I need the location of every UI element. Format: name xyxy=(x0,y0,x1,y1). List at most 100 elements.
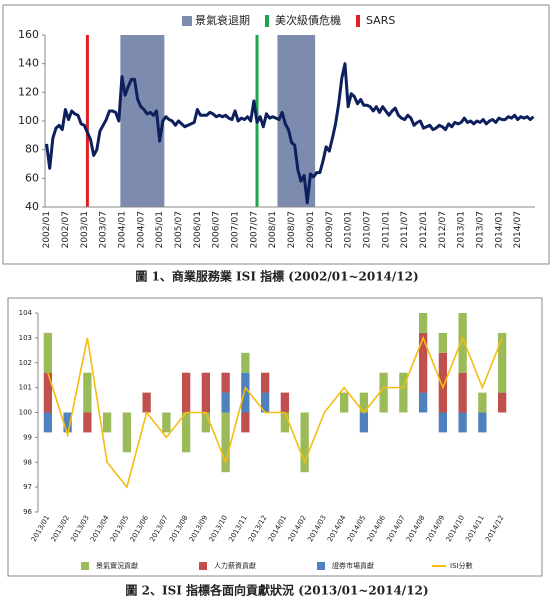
bar-segment xyxy=(201,412,211,433)
x-tick-label: 2013/10 xyxy=(208,514,229,543)
bar-segment xyxy=(418,313,428,333)
x-tick-label: 2013/11 xyxy=(227,514,248,543)
y-tick-label: 120 xyxy=(18,85,39,98)
index-line xyxy=(45,62,535,205)
bar-segment xyxy=(122,412,132,453)
y-tick-label: 60 xyxy=(25,171,39,184)
bar-segment xyxy=(83,412,92,433)
x-tick-label: 2007/07 xyxy=(249,211,259,248)
x-tick-label: 2009/01 xyxy=(306,211,316,248)
x-tick-label: 2014/08 xyxy=(405,514,426,543)
bar-segment xyxy=(438,332,448,353)
bar-segment xyxy=(438,352,448,413)
y-tick-label: 98 xyxy=(23,458,32,466)
x-tick-label: 2010/01 xyxy=(344,211,354,248)
y-tick-label: 97 xyxy=(23,483,32,491)
bar-segment xyxy=(43,372,53,413)
x-tick-label: 2007/01 xyxy=(231,211,241,248)
x-tick-label: 2013/04 xyxy=(89,514,111,544)
bar-segment xyxy=(83,372,92,413)
x-tick-label: 2014/01 xyxy=(494,211,504,248)
caption: 圖 2、ISI 指標各面向貢獻狀況 (2013/01~2014/12) xyxy=(125,583,428,598)
bar-segment xyxy=(221,372,230,393)
bar-segment xyxy=(478,392,487,413)
bar-segment xyxy=(359,392,369,413)
bar-segment xyxy=(181,372,191,413)
bar-segment xyxy=(438,412,448,433)
bar-segment xyxy=(63,412,72,433)
x-tick-label: 2008/01 xyxy=(268,211,278,248)
x-tick-label: 2014/03 xyxy=(306,514,327,543)
bar-segment xyxy=(359,412,369,433)
x-tick-label: 2013/07 xyxy=(148,514,169,543)
bar-segment xyxy=(339,392,349,413)
bar-segment xyxy=(300,412,309,473)
y-tick-label: 80 xyxy=(25,143,39,156)
bar-segment xyxy=(497,392,507,413)
x-tick-label: 2003/01 xyxy=(80,211,90,248)
x-tick-label: 2006/07 xyxy=(212,211,222,248)
x-tick-label: 2005/01 xyxy=(155,211,165,248)
x-tick-label: 2014/02 xyxy=(287,514,308,543)
x-tick-label: 2013/06 xyxy=(129,514,151,544)
x-tick-label: 2009/07 xyxy=(325,211,335,248)
bar-segment xyxy=(497,332,507,393)
bar-segment xyxy=(241,352,250,373)
legend-label: SARS xyxy=(366,14,395,27)
x-tick-label: 2013/01 xyxy=(457,211,467,248)
bar-segment xyxy=(458,313,467,373)
x-tick-label: 2004/07 xyxy=(136,211,146,248)
x-tick-label: 2013/08 xyxy=(168,514,189,543)
x-tick-label: 2014/07 xyxy=(385,514,406,543)
x-tick-label: 2014/07 xyxy=(513,211,523,248)
bar-segment xyxy=(241,412,250,433)
x-tick-label: 2013/01 xyxy=(30,514,51,543)
x-tick-label: 2014/05 xyxy=(346,514,367,543)
y-tick-label: 40 xyxy=(25,200,39,213)
x-tick-label: 2013/05 xyxy=(109,514,130,543)
x-tick-label: 2012/01 xyxy=(419,211,429,248)
x-tick-label: 2005/07 xyxy=(174,211,184,248)
y-tick-label: 104 xyxy=(19,309,33,317)
bar-segment xyxy=(478,412,487,433)
x-tick-label: 2003/07 xyxy=(99,211,109,248)
bar-segment xyxy=(458,412,467,433)
x-tick-label: 2014/12 xyxy=(484,514,505,543)
x-tick-label: 2014/10 xyxy=(445,514,466,543)
bar-segment xyxy=(162,412,171,433)
legend-label: 人力薪資貢獻 xyxy=(214,561,256,570)
legend-swatch xyxy=(199,562,207,570)
legend-label: 美次級債危機 xyxy=(275,13,341,27)
y-tick-label: 160 xyxy=(18,28,39,41)
isi-line xyxy=(47,335,503,489)
x-tick-label: 2014/11 xyxy=(464,514,485,543)
legend-label: 景氣衰退期 xyxy=(195,13,250,27)
x-tick-label: 2012/07 xyxy=(438,211,448,248)
x-tick-label: 2014/04 xyxy=(326,514,348,544)
bar-segment xyxy=(260,372,270,393)
bar-segment xyxy=(181,412,191,453)
bar-segment xyxy=(399,372,408,413)
legend-swatch xyxy=(265,15,269,27)
bar-segment xyxy=(221,412,230,473)
bar-segment xyxy=(280,392,290,413)
y-tick-label: 100 xyxy=(19,409,32,417)
x-tick-label: 2013/07 xyxy=(476,211,486,248)
y-tick-label: 96 xyxy=(23,508,32,516)
x-tick-label: 2002/07 xyxy=(61,211,71,248)
x-tick-label: 2008/07 xyxy=(287,211,297,248)
legend-label: 證券市場貢獻 xyxy=(332,561,374,570)
bar-segment xyxy=(201,372,211,413)
x-tick-label: 2006/01 xyxy=(193,211,203,248)
x-tick-label: 2013/03 xyxy=(69,514,90,543)
x-tick-label: 2002/01 xyxy=(42,211,52,248)
bar-segment xyxy=(458,372,467,413)
x-tick-label: 2011/01 xyxy=(381,211,391,248)
x-tick-label: 2013/02 xyxy=(50,514,71,543)
bar-segment xyxy=(280,412,290,433)
legend-label: ISI分數 xyxy=(450,561,473,570)
bar-segment xyxy=(241,372,250,413)
chart-frame xyxy=(7,297,543,577)
x-tick-label: 2010/07 xyxy=(362,211,372,248)
